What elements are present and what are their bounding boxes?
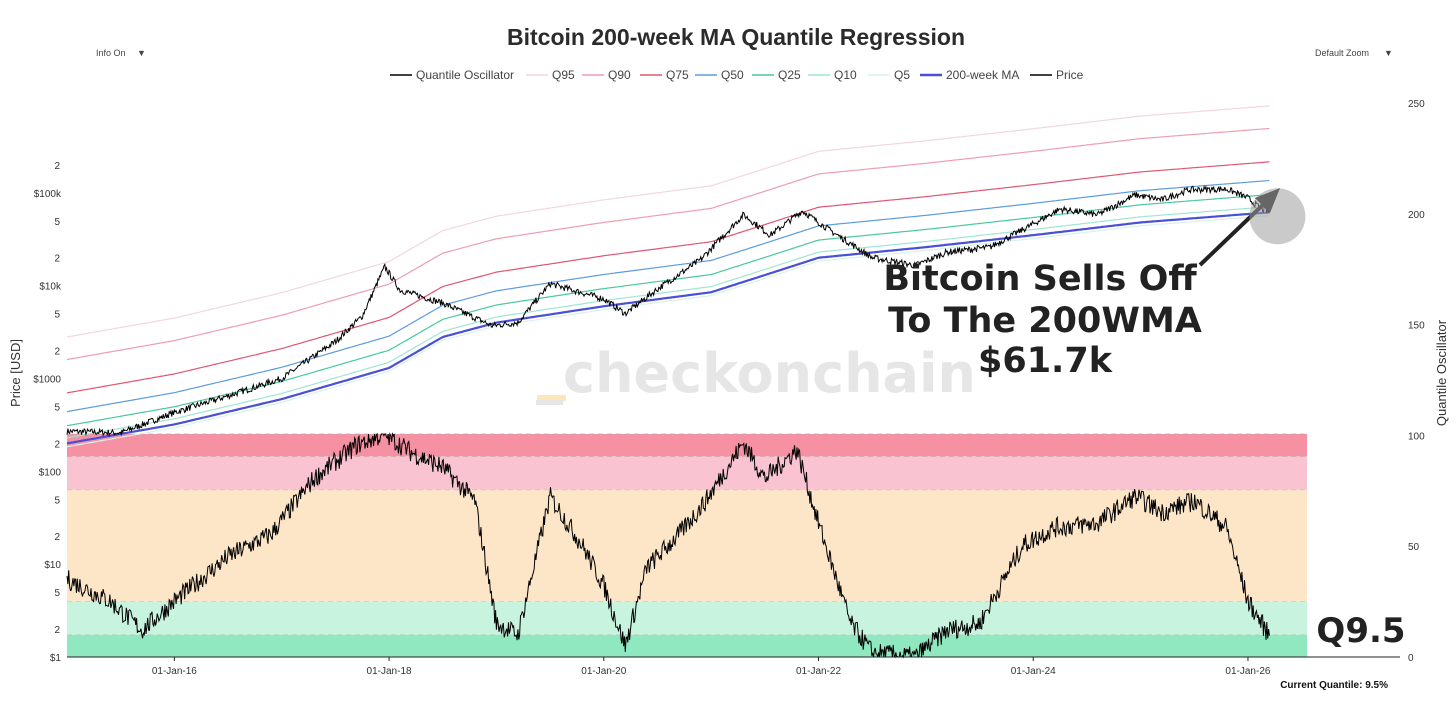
y-tick-label: 2 — [54, 254, 60, 265]
y-tick-label: 2 — [54, 161, 60, 172]
watermark: _checkonchain — [536, 342, 976, 405]
x-tick-label: 01-Jan-26 — [1225, 666, 1270, 677]
legend-item[interactable]: Q50 — [721, 68, 744, 82]
annotation-line-3: $61.7k — [978, 341, 1113, 381]
legend-item[interactable]: Q75 — [666, 68, 689, 82]
zoom-dropdown-icon[interactable]: ▼ — [1384, 48, 1393, 58]
y2-tick-label: 100 — [1408, 431, 1425, 442]
y-tick-label: 5 — [54, 495, 60, 506]
ma-200w-line — [66, 211, 1270, 445]
band-q90 — [66, 127, 1270, 361]
chart-title: Bitcoin 200-week MA Quantile Regression — [507, 24, 965, 50]
band-q5 — [66, 215, 1270, 448]
y2-tick-label: 150 — [1408, 321, 1425, 332]
y-axis-ticks: $1 2 5 $10 2 5 $100 2 5 $1000 2 5 $10k 2 5 $100k 2 — [33, 161, 62, 664]
legend-item[interactable]: Q95 — [552, 68, 575, 82]
y2-axis-label: Quantile Oscillator — [1434, 319, 1449, 426]
price-panel — [66, 105, 1270, 448]
oscillator-zone-1 — [67, 601, 1307, 635]
watermark-text: _checkonchain — [536, 342, 976, 405]
current-quantile-label: Q9.5 — [1316, 611, 1405, 651]
y2-axis-ticks: 0 50 100 150 200 250 — [1408, 99, 1425, 664]
band-q75 — [66, 161, 1270, 394]
legend-item[interactable]: Q90 — [608, 68, 631, 82]
y-tick-label: 2 — [54, 532, 60, 543]
legend-item[interactable]: Q10 — [834, 68, 857, 82]
y-tick-label: $100 — [39, 467, 62, 478]
band-q50 — [66, 179, 1270, 413]
legend-item[interactable]: Price — [1056, 68, 1084, 82]
y2-tick-label: 50 — [1408, 542, 1420, 553]
legend-item[interactable]: Q25 — [778, 68, 801, 82]
oscillator-line — [66, 432, 1270, 659]
x-tick-label: 01-Jan-24 — [1011, 666, 1056, 677]
x-tick-label: 01-Jan-16 — [152, 666, 197, 677]
y-axis-label: Price [USD] — [8, 339, 23, 407]
oscillator-zone-4 — [67, 434, 1307, 457]
annotation: Bitcoin Sells Off To The 200WMA $61.7k — [883, 188, 1306, 381]
y-tick-label: $10 — [44, 560, 61, 571]
x-axis-ticks: 01-Jan-16 01-Jan-18 01-Jan-20 01-Jan-22 01-J… — [152, 657, 1271, 677]
y-tick-label: 5 — [54, 588, 60, 599]
info-dropdown-icon[interactable]: ▼ — [137, 48, 146, 58]
y-tick-label: $100k — [34, 189, 62, 200]
y-tick-label: 5 — [54, 217, 60, 228]
y-tick-label: $1 — [50, 653, 62, 664]
y-tick-label: 2 — [54, 625, 60, 636]
legend-item[interactable]: Q5 — [894, 68, 910, 82]
oscillator-zone-3 — [67, 456, 1307, 490]
x-tick-label: 01-Jan-22 — [796, 666, 841, 677]
legend: Quantile Oscillator Q95 Q90 Q75 Q50 Q25 Q10 Q5 2… — [390, 68, 1084, 82]
price-line — [66, 184, 1270, 438]
y-tick-label: 5 — [54, 402, 60, 413]
x-tick-label: 01-Jan-20 — [581, 666, 626, 677]
y-tick-label: 2 — [54, 347, 60, 358]
annotation-line-1: Bitcoin Sells Off — [883, 259, 1197, 299]
band-q95 — [66, 105, 1270, 338]
oscillator-zone-2 — [67, 489, 1307, 602]
y2-tick-label: 200 — [1408, 210, 1425, 221]
oscillator-zone-0 — [67, 634, 1307, 657]
y2-tick-label: 250 — [1408, 99, 1425, 110]
zoom-dropdown[interactable]: Default Zoom — [1315, 48, 1369, 58]
band-q10 — [66, 206, 1270, 439]
y2-tick-label: 0 — [1408, 653, 1414, 664]
y-tick-label: $10k — [39, 282, 62, 293]
x-tick-label: 01-Jan-18 — [367, 666, 412, 677]
watermark-underscore — [537, 395, 566, 401]
info-toggle[interactable]: Info On — [96, 48, 126, 58]
current-price-highlight — [1249, 188, 1306, 245]
annotation-line-2: To The 200WMA — [888, 301, 1202, 341]
current-quantile-readout: Current Quantile: 9.5% — [1280, 680, 1388, 691]
y-tick-label: $1000 — [33, 375, 61, 386]
legend-item[interactable]: Quantile Oscillator — [416, 68, 514, 82]
y-tick-label: 5 — [54, 310, 60, 321]
legend-item[interactable]: 200-week MA — [946, 68, 1019, 82]
y-tick-label: 2 — [54, 439, 60, 450]
